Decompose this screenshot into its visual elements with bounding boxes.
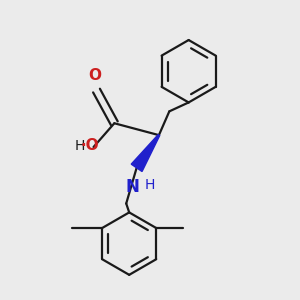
Text: N: N xyxy=(125,178,139,196)
Text: ·O: ·O xyxy=(81,138,99,153)
Polygon shape xyxy=(131,135,160,172)
Text: H: H xyxy=(75,139,85,152)
Text: O: O xyxy=(88,68,101,83)
Text: H: H xyxy=(145,178,155,192)
